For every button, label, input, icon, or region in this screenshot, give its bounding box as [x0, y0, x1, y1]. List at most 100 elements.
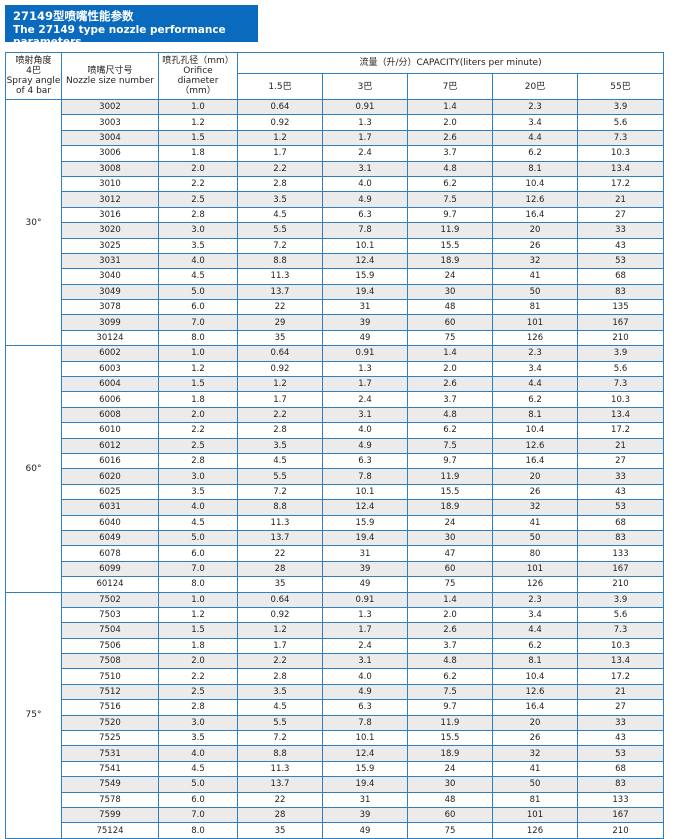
capacity-55bar-cell: 83	[576, 776, 665, 793]
capacity-55bar-cell: 53	[576, 745, 665, 762]
table-row: 3078 6.0 22 31 48 81 135	[6, 299, 665, 316]
orifice-diameter-cell: 2.5	[158, 191, 238, 208]
orifice-diameter-cell: 2.0	[158, 160, 238, 177]
capacity-1-5bar-cell: 4.5	[237, 452, 323, 470]
table-row: 6006 1.8 1.7 2.4 3.7 6.2 10.3	[6, 391, 665, 408]
header-capacity: 流量（升/分）CAPACITY(liters per minute)	[236, 52, 665, 74]
capacity-55bar-cell: 17.2	[576, 422, 665, 439]
table-row: 3049 5.0 13.7 19.4 30 50 83	[6, 283, 665, 301]
capacity-20bar-cell: 12.6	[492, 191, 578, 208]
table-row: 3040 4.5 11.3 15.9 24 41 68	[6, 268, 665, 285]
capacity-3bar-cell: 3.1	[322, 406, 408, 424]
capacity-20bar-cell: 10.4	[492, 422, 578, 439]
capacity-55bar-cell: 135	[576, 299, 665, 316]
nozzle-size-cell: 7502	[61, 591, 159, 608]
table-row: 6049 5.0 13.7 19.4 30 50 83	[6, 529, 665, 547]
capacity-3bar-cell: 1.3	[322, 360, 408, 378]
capacity-1-5bar-cell: 5.5	[237, 468, 323, 485]
table-row: 7549 5.0 13.7 19.4 30 50 83	[6, 776, 665, 793]
table-row: 6016 2.8 4.5 6.3 9.7 16.4 27	[6, 452, 665, 470]
capacity-55bar-cell: 3.9	[576, 98, 665, 116]
capacity-3bar-cell: 2.4	[322, 391, 408, 408]
orifice-diameter-cell: 2.5	[158, 683, 238, 701]
table-row: 7506 1.8 1.7 2.4 3.7 6.2 10.3	[6, 637, 665, 655]
table-row: 6008 2.0 2.2 3.1 4.8 8.1 13.4	[6, 406, 665, 424]
capacity-7bar-cell: 3.7	[407, 145, 493, 162]
nozzle-size-cell: 6016	[61, 452, 159, 470]
nozzle-size-cell: 6040	[61, 514, 159, 531]
orifice-diameter-cell: 4.0	[158, 745, 238, 762]
capacity-1-5bar-cell: 1.7	[237, 391, 323, 408]
capacity-7bar-cell: 47	[407, 545, 493, 562]
capacity-3bar-cell: 4.9	[322, 437, 408, 454]
capacity-55bar-cell: 33	[576, 714, 665, 732]
table-row: 7520 3.0 5.5 7.8 11.9 20 33	[6, 714, 665, 732]
capacity-55bar-cell: 27	[576, 699, 665, 716]
orifice-diameter-cell: 2.2	[158, 175, 238, 193]
capacity-3bar-cell: 1.7	[322, 376, 408, 393]
table-row: 75124 8.0 35 49 75 126 210	[6, 822, 665, 839]
capacity-55bar-cell: 33	[576, 222, 665, 239]
capacity-55bar-cell: 5.6	[576, 360, 665, 378]
nozzle-size-cell: 3003	[61, 114, 159, 131]
capacity-55bar-cell: 13.4	[576, 160, 665, 177]
capacity-7bar-cell: 2.6	[407, 129, 493, 147]
capacity-55bar-cell: 133	[576, 545, 665, 562]
capacity-3bar-cell: 1.7	[322, 129, 408, 147]
capacity-1-5bar-cell: 0.64	[237, 591, 323, 608]
capacity-3bar-cell: 15.9	[322, 514, 408, 531]
capacity-20bar-cell: 3.4	[492, 360, 578, 378]
capacity-1-5bar-cell: 13.7	[237, 776, 323, 793]
capacity-1-5bar-cell: 13.7	[237, 529, 323, 547]
capacity-20bar-cell: 80	[492, 545, 578, 562]
capacity-3bar-cell: 10.1	[322, 730, 408, 747]
capacity-1-5bar-cell: 0.92	[237, 360, 323, 378]
capacity-20bar-cell: 26	[492, 730, 578, 747]
capacity-7bar-cell: 4.8	[407, 653, 493, 670]
orifice-diameter-cell: 1.8	[158, 391, 238, 408]
capacity-3bar-cell: 31	[322, 299, 408, 316]
capacity-20bar-cell: 2.3	[492, 98, 578, 116]
orifice-diameter-cell: 3.5	[158, 237, 238, 254]
nozzle-size-cell: 3040	[61, 268, 159, 285]
table-row: 7504 1.5 1.2 1.7 2.6 4.4 7.3	[6, 622, 665, 639]
capacity-55bar-cell: 210	[576, 576, 665, 593]
capacity-20bar-cell: 26	[492, 483, 578, 501]
capacity-3bar-cell: 15.9	[322, 760, 408, 778]
orifice-diameter-cell: 8.0	[158, 822, 238, 839]
table-row: 6020 3.0 5.5 7.8 11.9 20 33	[6, 468, 665, 485]
nozzle-size-cell: 6031	[61, 499, 159, 516]
nozzle-size-cell: 3006	[61, 145, 159, 162]
capacity-7bar-cell: 6.2	[407, 422, 493, 439]
table-row: 7510 2.2 2.8 4.0 6.2 10.4 17.2	[6, 668, 665, 685]
capacity-3bar-cell: 6.3	[322, 699, 408, 716]
capacity-20bar-cell: 41	[492, 760, 578, 778]
capacity-1-5bar-cell: 28	[237, 560, 323, 578]
capacity-3bar-cell: 19.4	[322, 283, 408, 301]
orifice-diameter-cell: 2.5	[158, 437, 238, 454]
capacity-7bar-cell: 48	[407, 791, 493, 808]
orifice-diameter-cell: 1.0	[158, 591, 238, 608]
capacity-3bar-cell: 10.1	[322, 237, 408, 254]
header-pressure: 1.5巴	[237, 73, 323, 100]
orifice-diameter-cell: 6.0	[158, 545, 238, 562]
capacity-7bar-cell: 6.2	[407, 668, 493, 685]
capacity-20bar-cell: 6.2	[492, 637, 578, 655]
table-row: 3020 3.0 5.5 7.8 11.9 20 33	[6, 222, 665, 239]
orifice-diameter-cell: 2.8	[158, 452, 238, 470]
capacity-20bar-cell: 20	[492, 468, 578, 485]
table-row: 7531 4.0 8.8 12.4 18.9 32 53	[6, 745, 665, 762]
capacity-55bar-cell: 68	[576, 268, 665, 285]
nozzle-size-cell: 7531	[61, 745, 159, 762]
capacity-20bar-cell: 41	[492, 514, 578, 531]
capacity-20bar-cell: 2.3	[492, 345, 578, 362]
table-row: 6099 7.0 28 39 60 101 167	[6, 560, 665, 578]
nozzle-size-cell: 7520	[61, 714, 159, 732]
capacity-1-5bar-cell: 1.7	[237, 637, 323, 655]
orifice-diameter-cell: 5.0	[158, 529, 238, 547]
capacity-3bar-cell: 12.4	[322, 499, 408, 516]
capacity-20bar-cell: 8.1	[492, 406, 578, 424]
header-pressure: 55巴	[576, 73, 665, 100]
capacity-7bar-cell: 11.9	[407, 222, 493, 239]
capacity-7bar-cell: 4.8	[407, 160, 493, 177]
